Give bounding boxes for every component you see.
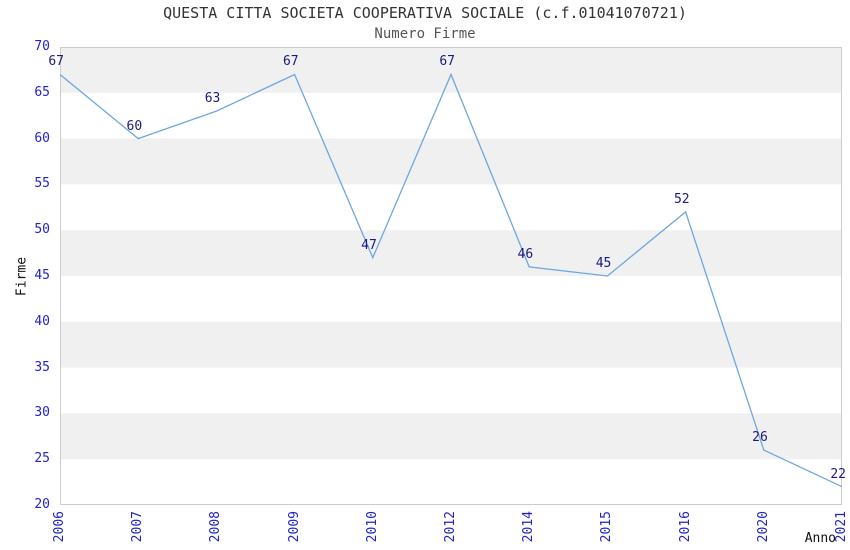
y-tick-label: 50 [34,222,50,238]
x-tick-label: 2010 [364,511,380,543]
x-tick-label: 2006 [52,511,67,543]
y-tick-label: 60 [34,130,50,146]
x-tick-label: 2016 [677,511,693,543]
y-tick-label: 65 [34,84,50,100]
x-tick-label: 2009 [286,511,302,543]
x-tick-label: 2021 [834,511,849,543]
data-point-label: 67 [48,54,64,70]
x-tick-label: 2008 [208,511,224,543]
line-chart-svg [60,47,842,505]
y-tick-label: 45 [34,268,50,283]
chart-subtitle: Numero Firme [374,26,476,42]
x-tick-label: 2020 [755,511,771,543]
x-tick-label: 2015 [599,511,615,543]
x-tick-label: 2012 [443,511,458,543]
y-tick-label: 40 [34,313,50,329]
y-tick-label: 55 [34,176,50,192]
x-tick-label: 2007 [130,511,146,543]
x-tick-label: 2014 [521,511,537,543]
y-tick-label: 20 [34,497,50,512]
x-axis-title: Anno [804,531,836,546]
chart-title: QUESTA CITTA SOCIETA COOPERATIVA SOCIALE… [163,4,687,22]
plot-area [60,47,842,505]
y-tick-label: 30 [34,405,50,421]
y-tick-label: 25 [34,451,50,467]
y-tick-label: 70 [34,39,50,54]
y-tick-label: 35 [34,359,50,375]
